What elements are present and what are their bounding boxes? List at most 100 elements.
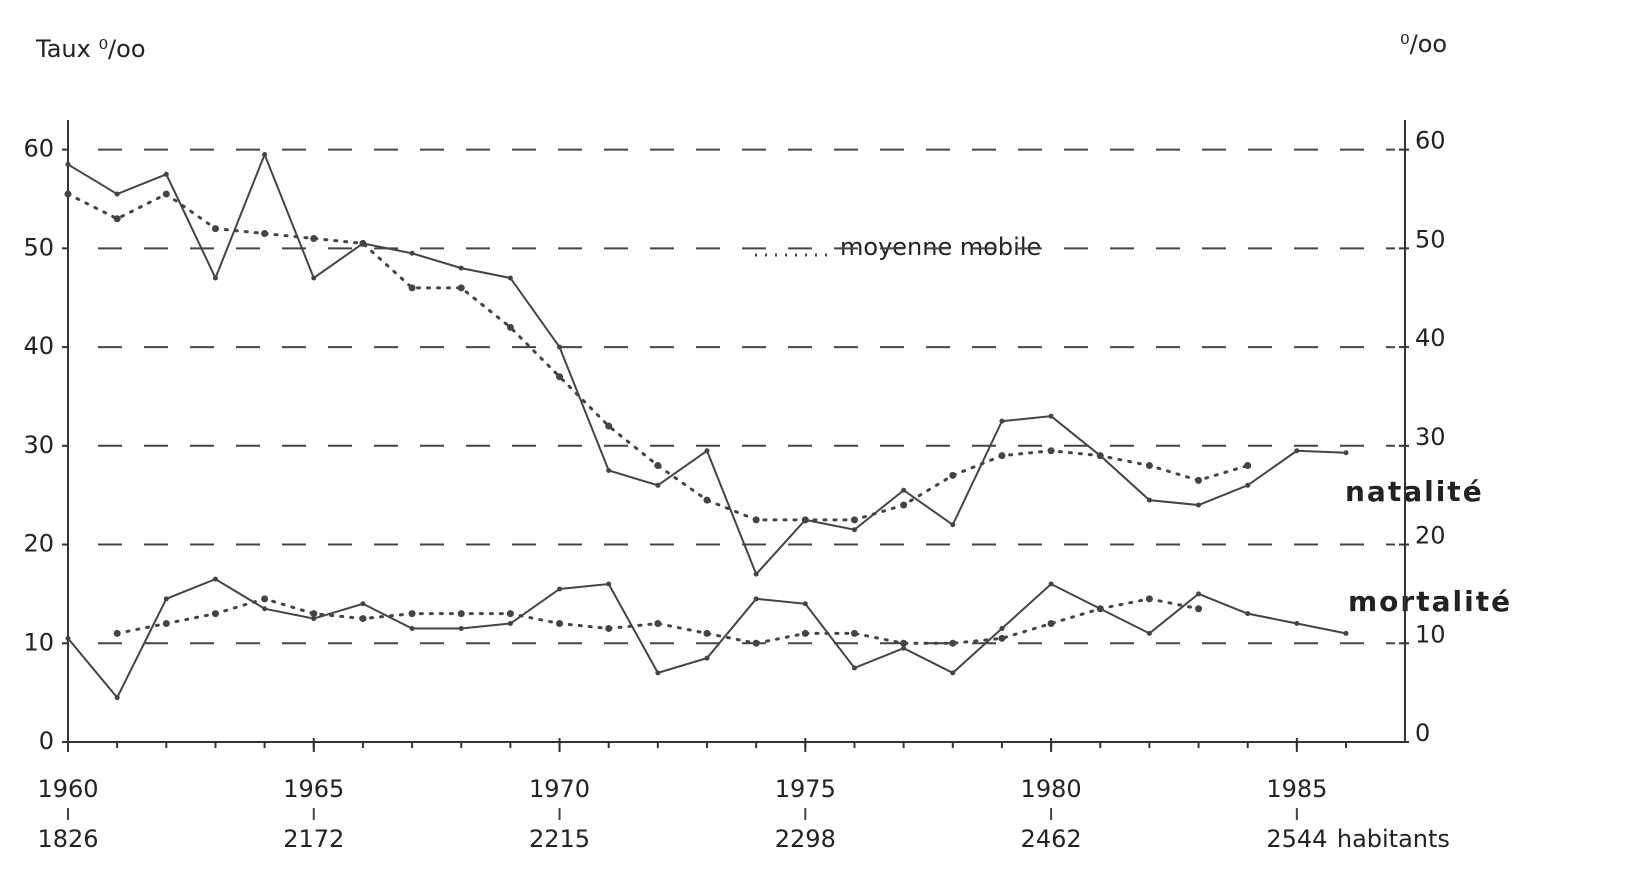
series-point [753, 571, 759, 577]
moving-average-point [261, 230, 269, 238]
x-tick-label: 1970 [529, 775, 590, 803]
y-tick-label: 10 [23, 628, 54, 656]
series-point [655, 482, 661, 488]
moving-average-point [1195, 605, 1203, 613]
population-label: 2462 [1021, 825, 1082, 853]
moving-average-point [113, 629, 121, 637]
moving-average-point [998, 634, 1006, 642]
moving-average-point [801, 629, 809, 637]
series-point [114, 191, 120, 197]
series-point [1245, 482, 1251, 488]
series-point [802, 601, 808, 607]
moving-average-point [703, 496, 711, 504]
series-point [409, 250, 415, 256]
population-label: 2172 [283, 825, 344, 853]
y-tick-label: 60 [23, 135, 54, 163]
moving-average-point [211, 225, 219, 233]
moving-average-point [457, 284, 465, 292]
series-point [1146, 497, 1152, 503]
population-label: 1826 [37, 825, 98, 853]
moving-average-point [162, 190, 170, 198]
series-point [704, 655, 710, 661]
series-point [901, 487, 907, 493]
moving-average-point [359, 239, 367, 247]
moving-average-point [900, 639, 908, 647]
series-label: natalité [1345, 475, 1484, 508]
series-line [67, 151, 1348, 577]
series-point [458, 265, 464, 271]
x-tick-label: 1965 [283, 775, 344, 803]
y-tick-label: 0 [39, 727, 54, 755]
series-point [704, 448, 710, 454]
moving-average-point [506, 610, 514, 618]
moving-average-point [654, 462, 662, 470]
moving-average-point [654, 620, 662, 628]
series-point [1343, 450, 1349, 456]
series-point [458, 625, 464, 631]
series-point [851, 665, 857, 671]
moving-average-point [408, 610, 416, 618]
y2-axis-label: ⁰/oo [1400, 30, 1447, 58]
moving-average-point [310, 234, 318, 242]
moving-average-point [605, 624, 613, 632]
moving-average-point [506, 323, 514, 331]
moving-average-point [1145, 462, 1153, 470]
series-label: mortalité [1348, 585, 1512, 618]
moving-average-point [801, 516, 809, 524]
moving-average-point [703, 629, 711, 637]
series-point [557, 344, 563, 350]
moving-average-point [408, 284, 416, 292]
series-point [1196, 502, 1202, 508]
series-point [606, 581, 612, 587]
y-tick-label: 50 [23, 233, 54, 261]
moving-average-point [1195, 476, 1203, 484]
moving-average-point [359, 615, 367, 623]
y-tick-label: 40 [23, 332, 54, 360]
x-tick-label: 1975 [775, 775, 836, 803]
series-point [950, 670, 956, 676]
y2-tick-label: 50 [1415, 225, 1446, 253]
series-point [212, 275, 218, 281]
moving-average-line [66, 192, 1250, 522]
series-point [1146, 630, 1152, 636]
series-point [999, 418, 1005, 424]
series-point [360, 601, 366, 607]
moving-average-point [64, 190, 72, 198]
y2-tick-label: 40 [1415, 324, 1446, 352]
y-axis-label: Taux ⁰/oo [35, 35, 146, 63]
moving-average-point [850, 516, 858, 524]
series-point [655, 670, 661, 676]
series-point [114, 695, 120, 701]
series-point [999, 625, 1005, 631]
population-label: 2298 [775, 825, 836, 853]
series-point [163, 596, 169, 602]
y-tick-label: 30 [23, 431, 54, 459]
y2-tick-label: 60 [1415, 127, 1446, 155]
moving-average-point [211, 610, 219, 618]
series-point [901, 645, 907, 651]
population-label: 2544 [1266, 825, 1327, 853]
series-point [163, 171, 169, 177]
moving-average-point [1047, 620, 1055, 628]
moving-average-point [1096, 452, 1104, 460]
moving-average-point [605, 422, 613, 430]
series-point [1245, 611, 1251, 617]
moving-average-point [949, 471, 957, 479]
moving-average-point [113, 215, 121, 223]
series-point [65, 161, 71, 167]
series-point [1294, 621, 1300, 627]
series-point [311, 275, 317, 281]
y2-tick-label: 20 [1415, 522, 1446, 550]
moving-average-point [949, 639, 957, 647]
series-point [65, 635, 71, 641]
moving-average-point [261, 595, 269, 603]
moving-average-point [998, 452, 1006, 460]
series-point [507, 621, 513, 627]
moving-average-point [1047, 447, 1055, 455]
y2-tick-label: 10 [1415, 620, 1446, 648]
series-point [606, 467, 612, 473]
series-point [1048, 581, 1054, 587]
series-point [507, 275, 513, 281]
series-point [409, 625, 415, 631]
